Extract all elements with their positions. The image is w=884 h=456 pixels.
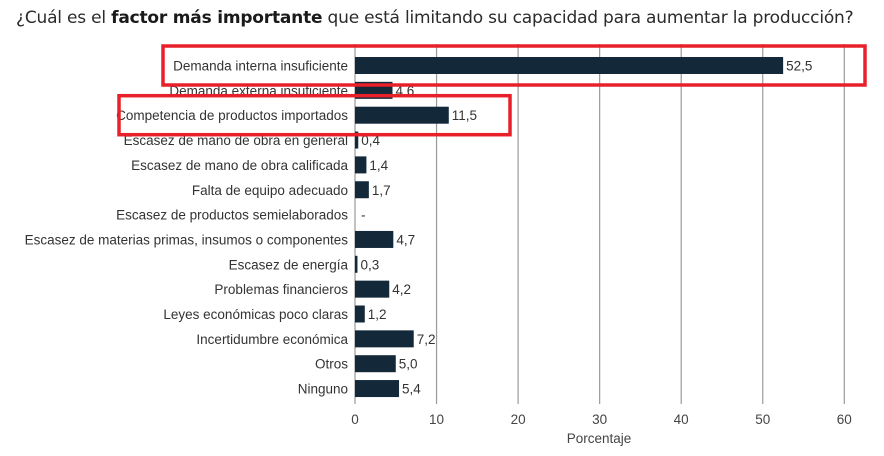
x-tick-label: 30 (592, 412, 607, 427)
bar (355, 280, 390, 298)
value-label: 1,7 (372, 183, 391, 198)
category-label: Ninguno (298, 382, 348, 397)
value-label: 4,2 (392, 282, 411, 297)
bar (355, 380, 400, 398)
highlight-boxes (117, 44, 867, 137)
category-label: Escasez de mano de obra en general (124, 133, 348, 148)
category-label: Competencia de productos importados (116, 108, 348, 123)
bar (355, 131, 359, 149)
category-label: Otros (315, 357, 348, 372)
bar (355, 106, 449, 124)
value-label: 5,0 (399, 357, 418, 372)
value-label: 52,5 (786, 59, 812, 74)
x-axis-label: Porcentaje (567, 431, 632, 446)
title-prefix: ¿Cuál es el (16, 8, 112, 28)
x-tick-label: 20 (511, 412, 526, 427)
value-label: 1,4 (369, 158, 388, 173)
x-tick-label: 0 (351, 412, 359, 427)
bar (355, 156, 367, 174)
chart-title: ¿Cuál es el factor más importante que es… (16, 8, 854, 28)
bar (355, 330, 414, 348)
grid-lines (354, 44, 845, 404)
x-tick-label: 60 (837, 412, 852, 427)
highlight-box (117, 93, 512, 137)
value-label: 5,4 (402, 382, 421, 397)
category-label: Falta de equipo adecuado (192, 183, 348, 198)
x-tick-labels: 0 10 20 30 40 50 60 (351, 412, 852, 427)
title-suffix: que está limitando su capacidad para aum… (322, 8, 854, 28)
category-label: Problemas financieros (214, 282, 348, 297)
value-label: 7,2 (417, 332, 436, 347)
x-tick-label: 40 (674, 412, 689, 427)
category-label: Demanda interna insuficiente (173, 59, 348, 74)
category-label: Escasez de mano de obra calificada (131, 158, 348, 173)
bar (355, 57, 784, 74)
category-label: Leyes económicas poco claras (163, 307, 348, 322)
category-label: Escasez de energía (229, 257, 349, 272)
highlight-box (161, 44, 867, 87)
category-label: Escasez de materias primas, insumos o co… (25, 232, 349, 247)
title-bold: factor más importante (111, 8, 323, 28)
bar (355, 305, 365, 323)
bar (355, 181, 369, 199)
bars (355, 57, 784, 398)
value-labels: 52,54,611,50,41,41,7-4,70,34,21,27,25,05… (360, 59, 812, 397)
x-tick-label: 50 (755, 412, 770, 427)
value-label: - (361, 208, 366, 223)
bar (355, 355, 396, 373)
value-label: 0,3 (360, 257, 379, 272)
value-label: 1,2 (368, 307, 387, 322)
category-label: Escasez de productos semielaborados (116, 208, 348, 223)
bar (355, 255, 358, 273)
value-label: 11,5 (452, 108, 477, 123)
value-label: 0,4 (361, 133, 380, 148)
x-tick-label: 10 (429, 412, 444, 427)
value-label: 4,7 (396, 232, 415, 247)
bar (355, 230, 394, 248)
category-label: Incertidumbre económica (196, 332, 348, 347)
